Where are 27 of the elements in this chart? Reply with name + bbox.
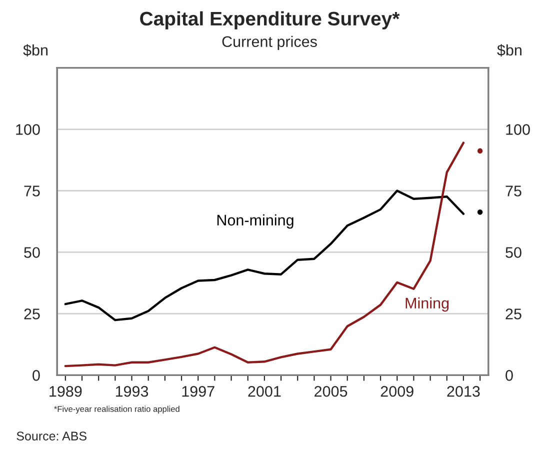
x-tick-label: 2009 xyxy=(380,386,414,397)
x-tick-label: 2001 xyxy=(248,386,281,397)
y2-tick-label: 50 xyxy=(506,247,522,258)
y2-tick-label: 25 xyxy=(506,308,522,320)
y2-tick-label: 75 xyxy=(506,186,522,196)
x-tick-label: 2005 xyxy=(314,386,348,397)
y-tick-label: 0 xyxy=(32,370,40,381)
y2-axis-title: $bn xyxy=(497,44,522,56)
x-tick-label: 2013 xyxy=(447,386,480,397)
text: *Five-year realisation ratio applied xyxy=(54,406,180,414)
y-tick-label: 75 xyxy=(24,186,40,196)
y2-tick-label: 0 xyxy=(506,370,513,381)
series-label: Mining xyxy=(406,297,449,312)
x-tick-label: 1997 xyxy=(182,386,214,397)
x-tick-label: 1989 xyxy=(50,386,82,397)
y-tick-label: 50 xyxy=(24,247,40,258)
y-axis-title: $bn xyxy=(23,44,48,56)
chart-subtitle: Current prices xyxy=(222,36,317,50)
y-tick-label: 25 xyxy=(24,308,40,320)
line-series xyxy=(64,190,465,322)
line-series xyxy=(64,142,465,368)
y-tick-label: 100 xyxy=(16,124,40,135)
x-tick-label: 1993 xyxy=(116,386,148,397)
text: Non-mining xyxy=(217,214,294,229)
y2-tick-label: 100 xyxy=(506,124,530,135)
source-note: Source: ABS xyxy=(16,432,86,440)
chart-title: Capital Expenditure Survey* xyxy=(140,11,400,30)
